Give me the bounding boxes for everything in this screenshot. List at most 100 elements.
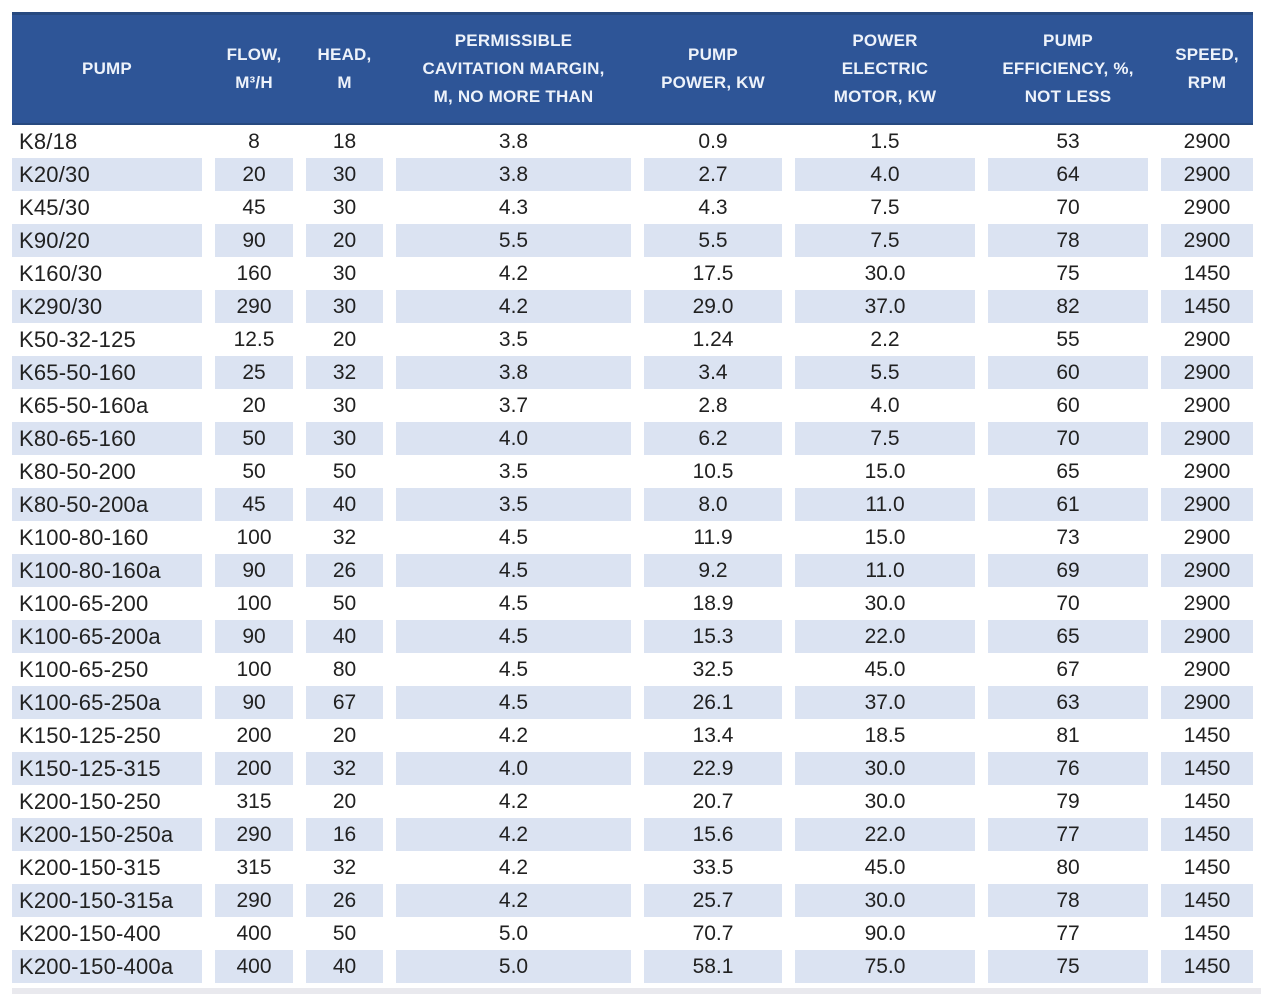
pump-name-cell: K200-150-250 (12, 785, 202, 818)
table-cell: 3.5 (396, 488, 631, 521)
table-cell: 50 (215, 422, 293, 455)
table-cell: 2.7 (644, 158, 782, 191)
table-cell: 79 (988, 785, 1148, 818)
pump-name-cell: K290/30 (12, 290, 202, 323)
table-row: K290/30 290 30 4.2 29.0 37.0 82 1450 (12, 290, 1253, 323)
table-row: K50-32-125 12.5 20 3.5 1.24 2.2 55 2900 (12, 323, 1253, 356)
table-cell: 30.0 (795, 884, 975, 917)
table-cell: 2900 (1161, 653, 1253, 686)
table-header: PUMP FLOW, M³/H HEAD, M PERMISSIBLE CAVI… (12, 12, 1253, 125)
table-cell: 2900 (1161, 356, 1253, 389)
table-cell: 90 (215, 554, 293, 587)
table-cell: 4.0 (396, 422, 631, 455)
pump-name-cell: K100-65-250a (12, 686, 202, 719)
column-header-pump: PUMP (82, 58, 132, 78)
table-cell: 26 (306, 884, 383, 917)
table-cell: 75 (988, 257, 1148, 290)
table-cell: 20 (306, 785, 383, 818)
table-row: K100-80-160 100 32 4.5 11.9 15.0 73 2900 (12, 521, 1253, 554)
table-cell: 30.0 (795, 752, 975, 785)
table-cell: 22.9 (644, 752, 782, 785)
table-cell: 40 (306, 620, 383, 653)
pump-name-cell: K80-50-200 (12, 455, 202, 488)
column-header-flow: FLOW, M³/H (226, 44, 282, 92)
table-row: K100-65-250 100 80 4.5 32.5 45.0 67 2900 (12, 653, 1253, 686)
table-cell: 30 (306, 257, 383, 290)
table-cell: 45 (215, 191, 293, 224)
pump-name-cell: K200-150-250a (12, 818, 202, 851)
table-cell: 67 (306, 686, 383, 719)
table-cell: 6.2 (644, 422, 782, 455)
table-row: K150-125-250 200 20 4.2 13.4 18.5 81 1450 (12, 719, 1253, 752)
table-cell: 315 (215, 851, 293, 884)
table-cell: 2.8 (644, 389, 782, 422)
pump-name-cell: K8/18 (12, 125, 202, 158)
table-cell: 37.0 (795, 290, 975, 323)
table-row: K90/20 90 20 5.5 5.5 7.5 78 2900 (12, 224, 1253, 257)
table-cell: 65 (988, 620, 1148, 653)
table-cell: 290 (215, 290, 293, 323)
table-cell: 25 (215, 356, 293, 389)
pump-name-cell: K45/30 (12, 191, 202, 224)
column-header-efficiency: PUMP EFFICIENCY, %, NOT LESS (1002, 30, 1134, 107)
table-cell: 32 (306, 521, 383, 554)
table-cell: 90 (215, 620, 293, 653)
table-cell: 7.5 (795, 422, 975, 455)
table-cell: 2900 (1161, 521, 1253, 554)
table-cell: 100 (215, 587, 293, 620)
table-cell: 1.5 (795, 125, 975, 158)
table-cell: 2900 (1161, 686, 1253, 719)
table-cell: 3.7 (396, 389, 631, 422)
table-cell: 32 (306, 356, 383, 389)
table-cell: 70 (988, 587, 1148, 620)
table-bottom-edge (12, 988, 1261, 994)
table-cell: 13.4 (644, 719, 782, 752)
column-header-head: HEAD, M (317, 44, 372, 92)
table-cell: 400 (215, 950, 293, 983)
table-cell: 4.5 (396, 554, 631, 587)
table-cell: 4.3 (644, 191, 782, 224)
table-cell: 200 (215, 752, 293, 785)
table-cell: 5.5 (396, 224, 631, 257)
table-row: K80-50-200 50 50 3.5 10.5 15.0 65 2900 (12, 455, 1253, 488)
table-cell: 18 (306, 125, 383, 158)
table-cell: 70.7 (644, 917, 782, 950)
table-cell: 1450 (1161, 851, 1253, 884)
table-cell: 30.0 (795, 587, 975, 620)
table-cell: 15.3 (644, 620, 782, 653)
table-cell: 26 (306, 554, 383, 587)
table-cell: 7.5 (795, 191, 975, 224)
table-row: K100-65-200 100 50 4.5 18.9 30.0 70 2900 (12, 587, 1253, 620)
column-header-pump-power: PUMP POWER, KW (661, 44, 765, 92)
table-cell: 20 (306, 719, 383, 752)
table-cell: 50 (306, 455, 383, 488)
table-row: K100-80-160a 90 26 4.5 9.2 11.0 69 2900 (12, 554, 1253, 587)
table-cell: 4.0 (795, 158, 975, 191)
pump-name-cell: K100-80-160a (12, 554, 202, 587)
table-cell: 4.5 (396, 521, 631, 554)
table-cell: 5.0 (396, 917, 631, 950)
table-cell: 315 (215, 785, 293, 818)
table-cell: 2.2 (795, 323, 975, 356)
table-cell: 82 (988, 290, 1148, 323)
table-cell: 18.5 (795, 719, 975, 752)
table-cell: 50 (306, 917, 383, 950)
table-cell: 4.2 (396, 884, 631, 917)
table-row: K200-150-250a 290 16 4.2 15.6 22.0 77 1450 (12, 818, 1253, 851)
table-cell: 100 (215, 521, 293, 554)
table-row: K200-150-315 315 32 4.2 33.5 45.0 80 1450 (12, 851, 1253, 884)
table-cell: 0.9 (644, 125, 782, 158)
table-cell: 70 (988, 422, 1148, 455)
table-cell: 22.0 (795, 620, 975, 653)
table-row: K8/18 8 18 3.8 0.9 1.5 53 2900 (12, 125, 1253, 158)
table-cell: 3.4 (644, 356, 782, 389)
table-cell: 61 (988, 488, 1148, 521)
table-cell: 4.2 (396, 818, 631, 851)
table-cell: 16 (306, 818, 383, 851)
table-cell: 2900 (1161, 125, 1253, 158)
table-cell: 22.0 (795, 818, 975, 851)
table-cell: 1450 (1161, 290, 1253, 323)
table-cell: 2900 (1161, 554, 1253, 587)
table-body: K8/18 8 18 3.8 0.9 1.5 53 2900 K20/30 20 30 3.8 2.7 4… (12, 125, 1253, 983)
table-cell: 1450 (1161, 917, 1253, 950)
